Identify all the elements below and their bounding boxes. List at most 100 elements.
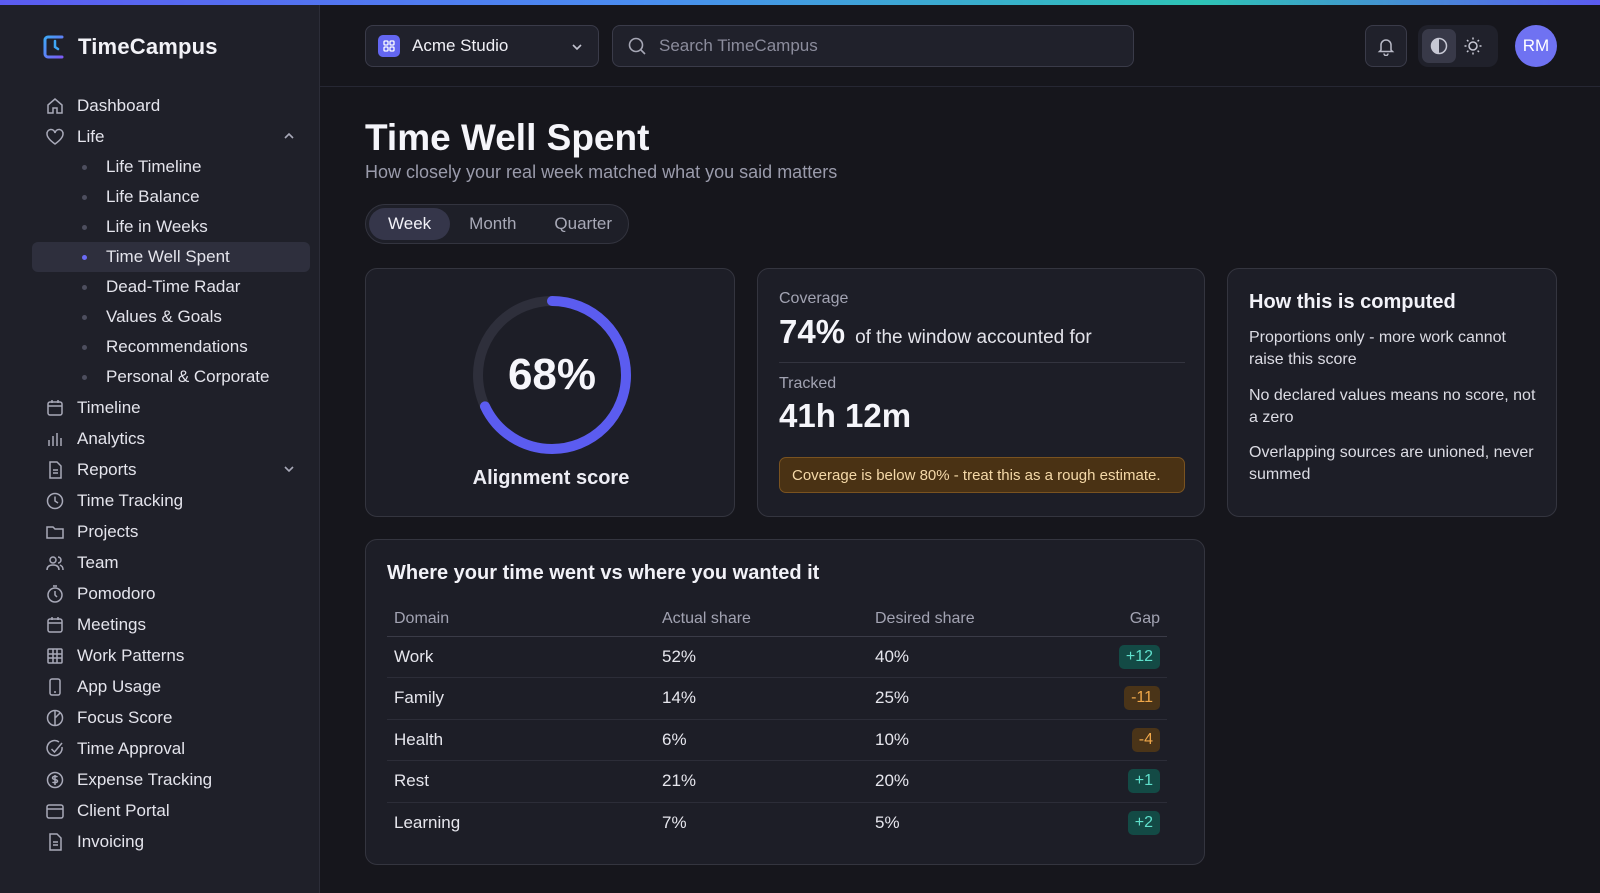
header-gap: Gap	[1068, 602, 1167, 637]
main-content: Time Well Spent How closely your real we…	[320, 87, 1600, 893]
chevron-up-icon[interactable]	[282, 129, 296, 143]
sidebar-item-label: Work Patterns	[77, 645, 185, 665]
sidebar-subitem-life-timeline[interactable]: Life Timeline	[32, 152, 310, 182]
header-actual-share: Actual share	[655, 602, 868, 637]
sidebar-subitem-values-goals[interactable]: Values & Goals	[32, 302, 310, 332]
tab-quarter[interactable]: Quarter	[554, 214, 613, 233]
sidebar-item-team[interactable]: Team	[32, 547, 310, 578]
bar-chart-icon	[45, 429, 65, 449]
tracked-value: 41h 12m	[779, 397, 912, 434]
bullet-dot	[82, 284, 87, 290]
coverage-warning: Coverage is below 80% - treat this as a …	[779, 457, 1185, 493]
sidebar-item-expense-tracking[interactable]: Expense Tracking	[32, 764, 310, 795]
brand-name: TimeCampus	[78, 34, 218, 59]
sidebar-subitem-dead-time-radar[interactable]: Dead-Time Radar	[32, 272, 310, 302]
sidebar-item-dashboard[interactable]: Dashboard	[32, 90, 310, 121]
bullet-dot	[82, 254, 87, 260]
sidebar-subitem-time-well-spent[interactable]: Time Well Spent	[32, 242, 310, 272]
sidebar-item-time-approval[interactable]: Time Approval	[32, 733, 310, 764]
table-row: Health 6% 10% -4	[387, 719, 1167, 761]
how-computed-title: How this is computed	[1249, 291, 1456, 313]
sidebar-item-label: Time Tracking	[77, 490, 184, 510]
sidebar-subitem-life-in-weeks[interactable]: Life in Weeks	[32, 212, 310, 242]
sidebar-item-work-patterns[interactable]: Work Patterns	[32, 640, 310, 671]
tab-month[interactable]: Month	[469, 214, 517, 233]
tab-week[interactable]: Week	[369, 208, 451, 240]
sidebar-item-life[interactable]: Life	[32, 121, 310, 152]
sidebar-item-label: Meetings	[77, 614, 146, 634]
period-tabs: Week Month Quarter	[365, 204, 629, 244]
sidebar-nav: Dashboard Life Life Timeline Life Balanc…	[32, 90, 310, 857]
coverage-label: Coverage	[779, 290, 849, 307]
bullet-dot	[82, 224, 87, 230]
table-row: Work 52% 40% +12	[387, 636, 1167, 678]
sidebar-item-focus-score[interactable]: Focus Score	[32, 702, 310, 733]
gap-badge: -4	[1131, 727, 1160, 752]
document-icon	[45, 460, 65, 480]
users-icon	[45, 553, 65, 573]
search-input[interactable]	[659, 36, 1099, 56]
timer-icon	[45, 584, 65, 604]
brand[interactable]: TimeCampus	[42, 30, 218, 64]
sidebar-item-app-usage[interactable]: App Usage	[32, 671, 310, 702]
cell-domain: Learning	[394, 813, 461, 832]
light-mode-button[interactable]	[1456, 29, 1490, 63]
time-comparison-table: Domain Actual share Desired share Gap Wo…	[387, 602, 1167, 844]
page-title: Time Well Spent	[365, 117, 650, 158]
sidebar-subitem-label: Life Timeline	[106, 157, 202, 176]
how-computed-card: How this is computed Proportions only - …	[1227, 268, 1557, 517]
sidebar-item-label: Projects	[77, 521, 139, 541]
gap-badge: -11	[1124, 686, 1160, 711]
sidebar-item-projects[interactable]: Projects	[32, 516, 310, 547]
invoice-icon	[45, 832, 65, 852]
header-domain: Domain	[387, 602, 655, 637]
search-bar[interactable]	[612, 25, 1134, 67]
sidebar-item-invoicing[interactable]: Invoicing	[32, 826, 310, 857]
sidebar-item-label: Timeline	[77, 397, 141, 417]
sidebar-item-client-portal[interactable]: Client Portal	[32, 795, 310, 826]
cell-gap: +2	[1068, 802, 1167, 844]
workspace-switcher[interactable]: Acme Studio	[365, 25, 599, 67]
sidebar-item-label: Reports	[77, 459, 137, 479]
cell-gap: +12	[1068, 636, 1167, 678]
sidebar-item-label: Invoicing	[77, 831, 145, 851]
sidebar-item-reports[interactable]: Reports	[32, 454, 310, 485]
bullet-dot	[82, 164, 87, 170]
sidebar-item-time-tracking[interactable]: Time Tracking	[32, 485, 310, 516]
tracked-label: Tracked	[779, 375, 837, 392]
user-avatar[interactable]: RM	[1515, 25, 1557, 67]
time-comparison-card: Where your time went vs where you wanted…	[365, 539, 1205, 865]
notifications-button[interactable]	[1365, 25, 1407, 67]
sidebar-item-label: Dashboard	[77, 95, 161, 115]
cell-actual: 21%	[655, 760, 868, 803]
cell-gap: -4	[1068, 719, 1167, 761]
sidebar-item-pomodoro[interactable]: Pomodoro	[32, 578, 310, 609]
bullet-dot	[82, 314, 87, 320]
coverage-description: of the window accounted for	[855, 327, 1092, 348]
sidebar-subitem-life-balance[interactable]: Life Balance	[32, 182, 310, 212]
alignment-score-card: 68% Alignment score	[365, 268, 735, 517]
gap-badge: +2	[1127, 811, 1160, 835]
sidebar-item-label: Time Approval	[77, 738, 186, 758]
contrast-mode-button[interactable]	[1422, 29, 1456, 63]
contrast-icon	[1430, 37, 1448, 55]
sidebar-item-meetings[interactable]: Meetings	[32, 609, 310, 640]
dollar-icon	[45, 770, 65, 790]
alignment-score-ring	[473, 296, 631, 454]
sidebar-item-label: Pomodoro	[77, 583, 156, 603]
sidebar-subitem-recommendations[interactable]: Recommendations	[32, 332, 310, 362]
cell-actual: 14%	[655, 677, 868, 720]
cell-desired: 25%	[868, 677, 1068, 720]
sidebar-subitem-personal-corporate[interactable]: Personal & Corporate	[32, 362, 310, 392]
coverage-value: 74%	[779, 313, 846, 350]
chevron-down-icon[interactable]	[282, 462, 296, 476]
clock-icon	[45, 491, 65, 511]
home-icon	[45, 96, 65, 116]
coverage-card: Coverage 74% of the window accounted for…	[757, 268, 1205, 517]
cell-domain: Rest	[387, 760, 655, 803]
sidebar-item-timeline[interactable]: Timeline	[32, 392, 310, 423]
sidebar-item-analytics[interactable]: Analytics	[32, 423, 310, 454]
sidebar-item-label: Focus Score	[77, 707, 173, 727]
sidebar-item-label: Analytics	[77, 428, 146, 448]
check-circle-icon	[45, 739, 65, 759]
